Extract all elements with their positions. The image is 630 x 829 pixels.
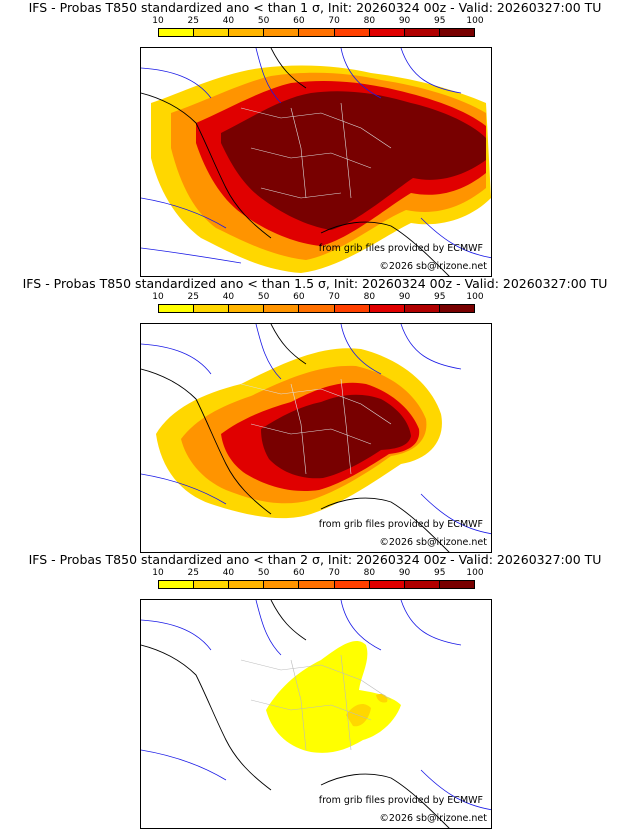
colorbar-tick-label: 50 bbox=[257, 568, 270, 578]
colorbar-segment bbox=[159, 581, 195, 588]
probability-map: from grib files provided by ECMWF ©2026 … bbox=[140, 47, 492, 277]
map-title: IFS - Probas T850 standardized ano < tha… bbox=[28, 0, 602, 15]
colorbar-segment bbox=[369, 29, 405, 36]
prob-zone-25 bbox=[346, 693, 388, 727]
coastlines bbox=[141, 600, 450, 828]
map-title: IFS - Probas T850 standardized ano < tha… bbox=[22, 276, 608, 291]
source-credit: from grib files provided by ECMWF bbox=[318, 243, 483, 254]
colorbar-segment bbox=[369, 581, 405, 588]
map-canvas bbox=[141, 600, 491, 828]
colorbar bbox=[158, 28, 475, 37]
map-panel-3: IFS - Probas T850 standardized ano < tha… bbox=[0, 552, 630, 829]
colorbar-segment bbox=[194, 29, 230, 36]
colorbar-labels: 10 25 40 50 60 70 80 90 95 100 bbox=[140, 568, 500, 580]
colorbar-segment bbox=[334, 29, 370, 36]
colorbar-tick-label: 10 bbox=[152, 292, 164, 302]
colorbar-segment bbox=[299, 581, 335, 588]
colorbar-segment bbox=[369, 305, 405, 312]
colorbar-segment bbox=[334, 581, 370, 588]
colorbar-segment bbox=[264, 29, 300, 36]
colorbar-segment bbox=[334, 305, 370, 312]
prob-zone-100 bbox=[221, 91, 486, 230]
rivers bbox=[141, 600, 491, 811]
colorbar-segment bbox=[159, 305, 195, 312]
colorbar-segment bbox=[229, 305, 265, 312]
department-borders bbox=[240, 102, 392, 199]
probability-map: from grib files provided by ECMWF ©2026 … bbox=[140, 599, 492, 829]
colorbar-labels: 10 25 40 50 60 70 80 90 95 100 bbox=[140, 16, 500, 28]
copyright-credit: ©2026 sb@irizone.net bbox=[379, 813, 487, 824]
map-title: IFS - Probas T850 standardized ano < tha… bbox=[28, 552, 602, 567]
colorbar bbox=[158, 580, 475, 589]
colorbar bbox=[158, 304, 475, 313]
colorbar-tick-label: 50 bbox=[257, 16, 270, 26]
source-credit: from grib files provided by ECMWF bbox=[318, 519, 483, 530]
colorbar-tick-label: 25 bbox=[187, 292, 199, 302]
colorbar-segment bbox=[194, 305, 230, 312]
colorbar-tick-label: 25 bbox=[187, 16, 199, 26]
colorbar-tick-label: 80 bbox=[363, 568, 376, 578]
source-credit: from grib files provided by ECMWF bbox=[318, 795, 483, 806]
colorbar-segment bbox=[264, 581, 300, 588]
colorbar-tick-label: 100 bbox=[466, 568, 484, 578]
colorbar-tick-label: 60 bbox=[293, 16, 305, 26]
colorbar-labels: 10 25 40 50 60 70 80 90 95 100 bbox=[140, 292, 500, 304]
colorbar-segment bbox=[229, 581, 265, 588]
map-panel-2: IFS - Probas T850 standardized ano < tha… bbox=[0, 276, 630, 553]
colorbar-tick-label: 70 bbox=[328, 568, 340, 578]
colorbar-segment bbox=[439, 29, 474, 36]
probability-map: from grib files provided by ECMWF ©2026 … bbox=[140, 323, 492, 553]
colorbar-tick-label: 70 bbox=[328, 16, 340, 26]
prob-zone-100 bbox=[261, 394, 411, 479]
department-borders bbox=[240, 378, 392, 475]
colorbar-tick-label: 95 bbox=[434, 568, 446, 578]
colorbar-tick-label: 10 bbox=[152, 16, 164, 26]
colorbar-tick-label: 95 bbox=[434, 292, 446, 302]
colorbar-tick-label: 25 bbox=[187, 568, 199, 578]
colorbar-tick-label: 60 bbox=[293, 292, 305, 302]
rivers bbox=[141, 48, 491, 264]
colorbar-tick-label: 10 bbox=[152, 568, 164, 578]
colorbar-segment bbox=[264, 305, 300, 312]
colorbar-tick-label: 95 bbox=[434, 16, 446, 26]
colorbar-segment bbox=[299, 29, 335, 36]
copyright-credit: ©2026 sb@irizone.net bbox=[379, 261, 487, 272]
colorbar-segment bbox=[404, 581, 440, 588]
prob-zone-10 bbox=[266, 640, 401, 753]
map-panel-1: IFS - Probas T850 standardized ano < tha… bbox=[0, 0, 630, 277]
map-canvas bbox=[141, 324, 491, 552]
coastlines bbox=[141, 324, 450, 552]
colorbar-tick-label: 70 bbox=[328, 292, 340, 302]
colorbar-tick-label: 40 bbox=[222, 16, 235, 26]
colorbar-segment bbox=[229, 29, 265, 36]
colorbar-tick-label: 80 bbox=[363, 292, 376, 302]
colorbar-tick-label: 60 bbox=[293, 568, 305, 578]
colorbar-segment bbox=[404, 29, 440, 36]
colorbar-segment bbox=[159, 29, 195, 36]
colorbar-tick-label: 50 bbox=[257, 292, 270, 302]
department-borders bbox=[240, 654, 392, 751]
map-canvas bbox=[141, 48, 491, 276]
copyright-credit: ©2026 sb@irizone.net bbox=[379, 537, 487, 548]
colorbar-segment bbox=[439, 305, 474, 312]
coastlines bbox=[141, 48, 450, 276]
colorbar-tick-label: 100 bbox=[466, 16, 484, 26]
colorbar-tick-label: 80 bbox=[363, 16, 376, 26]
colorbar-segment bbox=[404, 305, 440, 312]
colorbar-segment bbox=[439, 581, 474, 588]
colorbar-tick-label: 90 bbox=[398, 568, 411, 578]
colorbar-tick-label: 40 bbox=[222, 568, 235, 578]
colorbar-tick-label: 40 bbox=[222, 292, 235, 302]
rivers bbox=[141, 324, 491, 535]
colorbar-segment bbox=[299, 305, 335, 312]
colorbar-segment bbox=[194, 581, 230, 588]
colorbar-tick-label: 90 bbox=[398, 292, 411, 302]
colorbar-tick-label: 90 bbox=[398, 16, 411, 26]
colorbar-tick-label: 100 bbox=[466, 292, 484, 302]
